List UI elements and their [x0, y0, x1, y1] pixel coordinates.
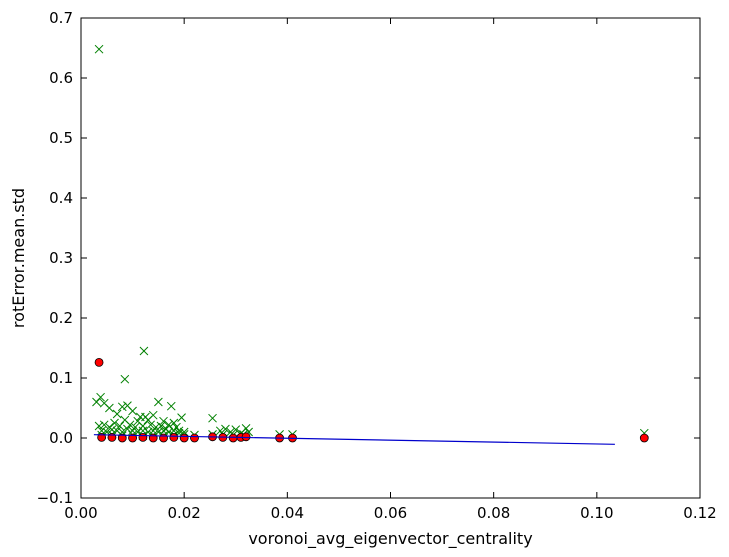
cross-point — [148, 410, 158, 420]
cross-point — [241, 424, 251, 433]
cross-point — [120, 374, 130, 384]
cross-point — [92, 397, 101, 407]
cross-point — [154, 397, 163, 407]
cross-point — [94, 421, 104, 431]
cross-point — [139, 346, 149, 356]
trend-line — [93, 434, 615, 445]
circle-point — [94, 357, 104, 367]
cross-point — [115, 421, 125, 431]
y-tick-label: 0.2 — [49, 309, 73, 327]
circle-point — [190, 433, 199, 443]
circle-point — [169, 432, 179, 442]
plot-frame — [80, 17, 701, 499]
y-tick-label: 0.1 — [49, 369, 73, 387]
cross-point — [141, 412, 150, 422]
cross-point — [159, 416, 168, 426]
x-tick-label: 0.00 — [64, 504, 97, 522]
x-tick-label: 0.04 — [271, 504, 304, 522]
cross-point — [169, 426, 179, 436]
cross-point — [105, 403, 114, 413]
cross-point — [146, 420, 155, 430]
cross-point — [138, 421, 148, 431]
circle-point — [138, 432, 148, 442]
cross-point — [128, 406, 137, 416]
x-tick-label: 0.02 — [167, 504, 200, 522]
marks-layer — [92, 44, 649, 445]
circle-point — [241, 432, 251, 442]
y-tick-label: 0.6 — [49, 69, 73, 87]
cross-point — [169, 418, 179, 428]
circle-point — [639, 433, 649, 443]
cross-point — [130, 422, 140, 432]
y-tick-label: 0.0 — [49, 429, 73, 447]
cross-point — [208, 413, 217, 423]
circle-point — [228, 433, 238, 443]
cross-point — [151, 422, 161, 432]
x-tick-label: 0.08 — [477, 504, 510, 522]
cross-point — [128, 426, 137, 436]
cross-point — [112, 409, 122, 419]
cross-point — [125, 420, 135, 430]
cross-point — [231, 425, 241, 434]
cross-point — [164, 420, 174, 430]
cross-point — [97, 426, 106, 436]
y-tick-label: 0.7 — [49, 9, 73, 27]
y-axis-label: rotError.mean.std — [9, 188, 28, 328]
cross-point — [177, 413, 186, 422]
cross-point — [166, 401, 176, 411]
cross-point — [148, 426, 158, 436]
x-tick-label: 0.12 — [683, 504, 716, 522]
cross-point — [99, 420, 109, 430]
cross-point — [123, 424, 132, 434]
cross-point — [110, 418, 119, 428]
cross-point — [172, 422, 181, 432]
circle-point — [159, 433, 168, 443]
cross-point — [221, 424, 230, 434]
y-tick-label: 0.3 — [49, 249, 73, 267]
x-tick-label: 0.10 — [580, 504, 613, 522]
x-axis-label: voronoi_avg_eigenvector_centrality — [248, 529, 532, 549]
y-tick-label: −0.1 — [37, 489, 73, 507]
cross-point — [94, 44, 104, 54]
circle-point — [117, 433, 127, 443]
cross-point — [156, 421, 166, 431]
ticks-layer: 0.00 0.02 0.04 0.06 0.08 0.10 0.12 −0.1 0.0 0.1 0.… — [37, 9, 717, 522]
y-tick-label: 0.5 — [49, 129, 73, 147]
y-tick-label: 0.4 — [49, 189, 73, 207]
x-tick-label: 0.06 — [374, 504, 407, 522]
cross-point — [117, 402, 127, 412]
circle-point — [179, 433, 189, 443]
